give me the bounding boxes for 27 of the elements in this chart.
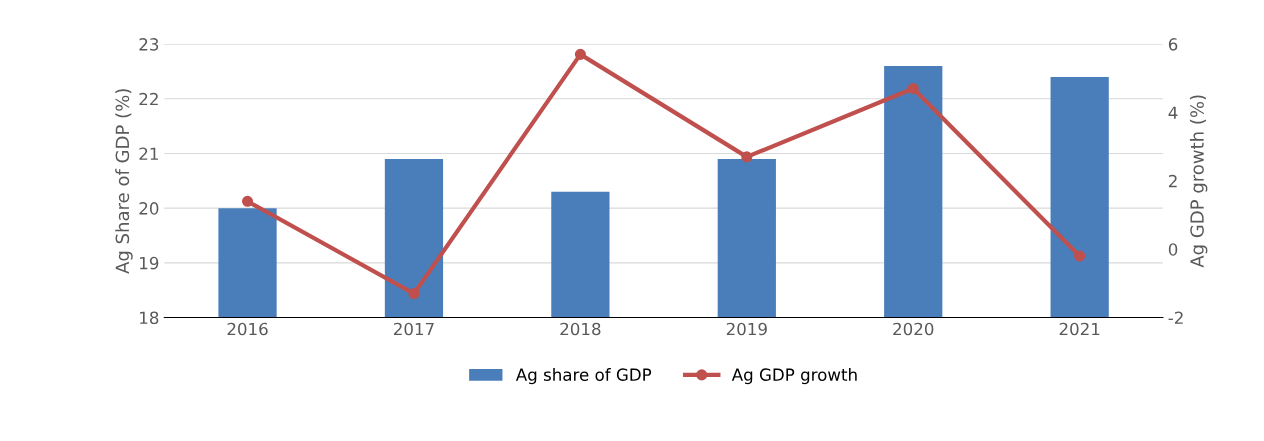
- x-tick-label: 2019: [726, 322, 767, 336]
- x-tick-label: 2017: [393, 322, 434, 336]
- y2-tick-label: 4: [1168, 106, 1178, 119]
- x-tick-label: 2020: [893, 322, 934, 336]
- point: [574, 48, 586, 60]
- point: [408, 288, 420, 300]
- y2-tick-label: -2: [1168, 311, 1183, 324]
- y2-tick-label: 6: [1168, 38, 1178, 51]
- y2-tick-label: 0: [1168, 243, 1178, 256]
- point: [241, 195, 254, 207]
- y-tick-label: 18: [140, 311, 159, 325]
- y-tick-label: 21: [139, 147, 158, 160]
- point: [741, 151, 753, 163]
- legend-label: Ag GDP growth: [731, 368, 857, 385]
- y-axis-title: Ag Share of GDP (%): [115, 89, 133, 274]
- y-tick-label: 19: [140, 256, 159, 270]
- x-tick-label: 2018: [560, 322, 601, 336]
- point: [907, 82, 919, 95]
- y-tick-label: 22: [139, 92, 158, 106]
- x-tick-label: 2021: [1059, 322, 1100, 336]
- y2-axis-title: Ag GDP growth (%): [1189, 95, 1208, 268]
- x-tick-label: 2016: [227, 322, 268, 336]
- point: [1074, 250, 1086, 262]
- y2-tick-label: 2: [1168, 174, 1177, 188]
- legend-label: Ag share of GDP: [515, 368, 652, 385]
- y-tick-label: 23: [139, 38, 159, 51]
- y-tick-label: 20: [139, 202, 159, 215]
